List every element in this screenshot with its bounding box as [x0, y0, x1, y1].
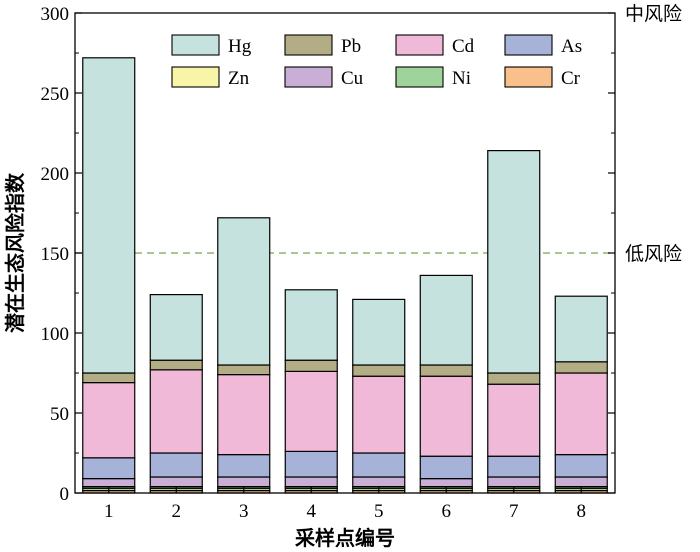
bar-4-Cu — [284, 476, 338, 488]
legend-label-Zn: Zn — [228, 68, 250, 89]
bar-2-Cd — [149, 369, 203, 454]
legend-item-Zn: Zn — [171, 66, 250, 89]
y-axis-title: 潜在生态风险指数 — [3, 172, 27, 333]
x-tick-label-3: 3 — [239, 501, 249, 522]
legend: Hg Pb Cd As Zn Cu Ni Cr — [171, 34, 582, 89]
legend-label-Cr: Cr — [561, 68, 581, 89]
y-tick-label-200: 200 — [41, 164, 70, 185]
bar-5-Cd — [352, 375, 406, 454]
bar-7-Hg — [487, 150, 541, 374]
bar-5-Cu — [352, 476, 406, 488]
bar-2-Hg — [149, 294, 203, 361]
bar-4-As — [284, 450, 338, 478]
bar-5-Pb — [352, 364, 406, 377]
bar-stack-8 — [554, 295, 608, 494]
legend-swatch-Ni — [395, 66, 444, 88]
bar-3-As — [217, 454, 271, 478]
x-axis-title: 采样点编号 — [295, 526, 395, 550]
legend-swatch-Zn — [171, 66, 220, 88]
bar-6-As — [419, 455, 473, 480]
bar-8-Pb — [554, 361, 608, 374]
legend-item-Cd: Cd — [395, 34, 475, 57]
legend-swatch-Cr — [504, 66, 553, 88]
y-tick-label-0: 0 — [60, 484, 70, 505]
bar-stack-5 — [352, 298, 406, 494]
x-tick-label-4: 4 — [307, 501, 317, 522]
bar-stack-7 — [487, 150, 541, 494]
bar-8-Cu — [554, 476, 608, 488]
bar-5-As — [352, 452, 406, 478]
bar-7-Cu — [487, 476, 541, 488]
y-tick-label-50: 50 — [50, 404, 69, 425]
x-tick-label-5: 5 — [374, 501, 384, 522]
legend-swatch-Pb — [284, 34, 333, 56]
bar-7-Cd — [487, 383, 541, 457]
legend-label-Ni: Ni — [452, 68, 471, 89]
bar-4-Pb — [284, 359, 338, 373]
y-tick-label-250: 250 — [41, 84, 70, 105]
y-tick-label-300: 300 — [41, 4, 70, 25]
bar-4-Hg — [284, 289, 338, 361]
legend-label-Cu: Cu — [341, 68, 364, 89]
bar-stack-4 — [284, 289, 338, 494]
bar-1-As — [82, 457, 136, 480]
bar-1-Hg — [82, 57, 136, 374]
bar-stack-1 — [82, 57, 136, 494]
risk-label-0: 低风险 — [625, 243, 682, 265]
bar-6-Pb — [419, 364, 473, 377]
legend-label-Pb: Pb — [341, 36, 361, 57]
x-tick-label-6: 6 — [442, 501, 452, 522]
legend-label-As: As — [561, 36, 582, 57]
bar-6-Cu — [419, 478, 473, 488]
bar-6-Cd — [419, 375, 473, 457]
legend-swatch-Cd — [395, 34, 444, 56]
bar-1-Pb — [82, 372, 136, 384]
legend-label-Hg: Hg — [228, 36, 252, 57]
bars — [82, 57, 608, 494]
x-tick-label-1: 1 — [104, 501, 114, 522]
legend-swatch-As — [504, 34, 553, 56]
legend-label-Cd: Cd — [452, 36, 475, 57]
bar-3-Hg — [217, 217, 271, 366]
x-tick-label-8: 8 — [577, 501, 587, 522]
bar-2-Pb — [149, 359, 203, 371]
bar-1-Cu — [82, 478, 136, 488]
legend-item-Pb: Pb — [284, 34, 361, 57]
bar-7-As — [487, 455, 541, 478]
bar-8-As — [554, 454, 608, 478]
legend-item-Cu: Cu — [284, 66, 364, 89]
bar-2-As — [149, 452, 203, 478]
y-tick-label-150: 150 — [41, 244, 70, 265]
y-tick-label-100: 100 — [41, 324, 70, 345]
legend-item-Hg: Hg — [171, 34, 252, 57]
legend-item-Ni: Ni — [395, 66, 471, 89]
risk-label-1: 中风险 — [625, 3, 682, 25]
bar-4-Cd — [284, 370, 338, 452]
bar-7-Pb — [487, 372, 541, 385]
y-axis: 0 50 100 150 200 250 300 — [41, 4, 615, 505]
legend-swatch-Cu — [284, 66, 333, 88]
x-tick-label-2: 2 — [172, 501, 182, 522]
bar-stack-3 — [217, 217, 271, 494]
legend-item-Cr: Cr — [504, 66, 581, 89]
x-axis: 1 2 3 4 5 6 7 8 — [104, 487, 586, 522]
bar-6-Hg — [419, 274, 473, 366]
legend-swatch-Hg — [171, 34, 220, 56]
bar-3-Pb — [217, 364, 271, 376]
bar-2-Cu — [149, 476, 203, 488]
bar-stack-2 — [149, 294, 203, 494]
bar-stack-6 — [419, 274, 473, 494]
bar-3-Cu — [217, 476, 271, 488]
bar-5-Hg — [352, 298, 406, 366]
legend-item-As: As — [504, 34, 582, 57]
bar-3-Cd — [217, 374, 271, 456]
x-tick-label-7: 7 — [509, 501, 519, 522]
bar-8-Hg — [554, 295, 608, 363]
bar-8-Cd — [554, 372, 608, 456]
bar-1-Cd — [82, 382, 136, 459]
